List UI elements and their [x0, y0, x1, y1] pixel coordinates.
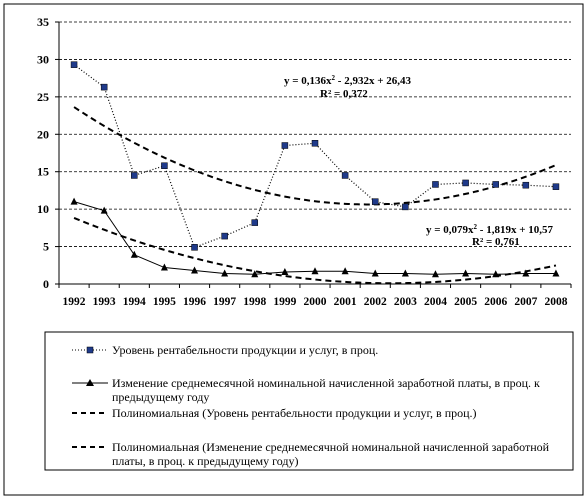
y-tick-label: 25: [37, 90, 49, 104]
legend-label-4: Полиномиальная (Изменение среднемесячной…: [112, 440, 552, 468]
trend-equation-2: y = 0,079x2 - 1,819x + 10,57 R² = 0,761: [426, 223, 553, 248]
trendline-3: [73, 216, 557, 285]
legend-label-4-line2: платы, в проц. к предыдущему году): [112, 454, 298, 468]
x-tick-label: 2003: [394, 296, 417, 308]
data-point-triangle: [462, 269, 470, 277]
svg-text:y = 0,136x2 - 2,932x + 26,43: y = 0,136x2 - 2,932x + 26,43: [284, 74, 411, 87]
data-point-square: [70, 61, 78, 68]
x-tick-label: 1996: [183, 296, 206, 308]
trendline-2: [73, 106, 557, 206]
data-point-square: [311, 140, 319, 147]
data-point-square: [552, 183, 560, 190]
legend-entry-3: Полиномиальная (Уровень рентабельности п…: [72, 406, 477, 420]
y-tick-label: 10: [37, 202, 49, 216]
y-tick-labels: 0 5 10 15 20 25 30 35: [37, 15, 59, 291]
data-point-triangle: [552, 269, 560, 277]
data-point-square: [522, 181, 530, 189]
data-point-square: [251, 219, 259, 226]
legend-label-4-line1: Полиномиальная (Изменение среднемесячной…: [112, 440, 550, 454]
svg-text:y = 0,079x2 - 1,819x + 10,57: y = 0,079x2 - 1,819x + 10,57: [426, 223, 553, 236]
legend-label-2-line2: предыдущему году: [112, 390, 209, 404]
x-tick-label: 2000: [304, 296, 327, 308]
data-point-triangle: [130, 250, 138, 258]
data-point-square: [281, 142, 289, 149]
series-markers: [70, 61, 560, 278]
x-tick-label: 1998: [243, 296, 266, 308]
data-point-triangle: [70, 197, 78, 205]
x-tick-label: 2005: [454, 296, 477, 308]
x-tick-label: 2007: [514, 296, 537, 308]
trend-equation-1: y = 0,136x2 - 2,932x + 26,43 R² = 0,372: [284, 74, 411, 100]
data-point-square: [100, 83, 108, 91]
data-point-square: [432, 181, 439, 188]
y-tick-label: 20: [37, 127, 49, 141]
x-tick-label: 1997: [213, 296, 236, 308]
data-point-triangle: [492, 270, 500, 278]
legend-label-1: Уровень рентабельности продукции и услуг…: [112, 343, 378, 357]
data-point-triangle: [431, 270, 439, 278]
x-tick-labels: 1992 1993 1994 1995 1996 1997 1998 1999 2000 2001…: [58, 284, 572, 308]
data-point-square: [492, 181, 499, 188]
data-point-square: [221, 232, 228, 240]
trend-r2-1: R² = 0,372: [320, 88, 368, 100]
legend-label-3: Полиномиальная (Уровень рентабельности п…: [112, 406, 477, 420]
x-tick-label: 1999: [273, 296, 296, 308]
x-tick-label: 1992: [63, 296, 86, 308]
x-tick-label: 2006: [484, 296, 507, 308]
data-point-square: [131, 172, 138, 179]
legend-entry-4: Полиномиальная (Изменение среднемесячной…: [72, 440, 552, 468]
data-point-triangle: [100, 206, 108, 214]
data-point-square: [402, 203, 409, 211]
x-tick-label: 1994: [123, 296, 146, 308]
axes: [58, 22, 571, 285]
data-point-triangle: [160, 263, 168, 271]
x-tick-label: 1995: [153, 296, 176, 308]
data-point-square: [462, 179, 469, 187]
data-point-triangle: [311, 267, 319, 275]
data-point-square: [191, 244, 198, 251]
data-point-triangle: [281, 268, 289, 276]
data-point-triangle: [191, 266, 199, 274]
x-tick-label: 2002: [364, 296, 387, 308]
data-point-square: [161, 162, 168, 169]
legend-box: [44, 331, 574, 471]
data-point-square: [341, 172, 349, 179]
y-tick-label: 5: [43, 240, 49, 254]
y-tick-label: 35: [37, 15, 49, 29]
legend-marker-square: [86, 346, 94, 354]
gridlines: [59, 21, 571, 247]
legend-label-2-line1: Изменение среднемесячной номинальной нач…: [112, 376, 540, 390]
x-tick-label: 2001: [334, 296, 357, 308]
data-point-square: [371, 198, 379, 205]
data-point-triangle: [341, 267, 349, 275]
y-tick-label: 0: [43, 277, 49, 291]
trendlines: [73, 106, 557, 285]
y-tick-label: 30: [37, 52, 49, 66]
data-point-triangle: [371, 269, 379, 277]
x-tick-label: 2008: [544, 296, 567, 308]
legend-marker-triangle: [86, 379, 94, 386]
data-point-triangle: [401, 269, 409, 277]
data-point-triangle: [221, 269, 229, 277]
legend-entry-2: Изменение среднемесячной номинальной нач…: [72, 376, 543, 404]
x-tick-label: 2004: [424, 296, 447, 308]
data-point-triangle: [251, 270, 259, 278]
x-tick-label: 1993: [93, 296, 116, 308]
legend-label-2: Изменение среднемесячной номинальной нач…: [112, 376, 543, 404]
y-tick-label: 15: [37, 165, 49, 179]
trend-r2-2: R² = 0,761: [472, 236, 520, 248]
data-point-triangle: [522, 269, 530, 277]
legend-entry-1: Уровень рентабельности продукции и услуг…: [72, 343, 378, 357]
